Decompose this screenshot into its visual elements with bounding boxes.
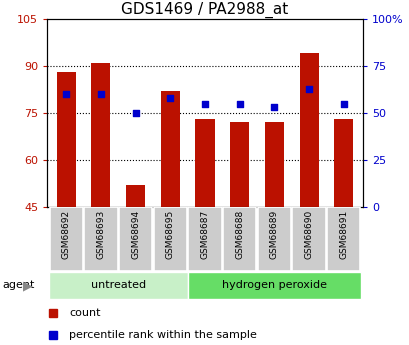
Point: [201, 101, 208, 106]
Bar: [119, 207, 152, 271]
Bar: [326, 207, 360, 271]
Point: [305, 86, 312, 91]
Text: agent: agent: [2, 280, 34, 290]
Point: [270, 105, 277, 110]
Point: [339, 101, 346, 106]
Bar: [160, 91, 180, 207]
Bar: [222, 207, 256, 271]
Title: GDS1469 / PA2988_at: GDS1469 / PA2988_at: [121, 1, 288, 18]
Text: GSM68687: GSM68687: [200, 209, 209, 259]
Bar: [299, 53, 318, 207]
Bar: [126, 185, 145, 207]
Text: GSM68691: GSM68691: [338, 209, 347, 259]
Text: GSM68689: GSM68689: [269, 209, 278, 259]
Point: [97, 91, 104, 97]
Text: GSM68688: GSM68688: [235, 209, 244, 259]
Bar: [84, 207, 117, 271]
Text: GSM68690: GSM68690: [304, 209, 313, 259]
Bar: [257, 207, 290, 271]
Bar: [264, 122, 283, 207]
Bar: [49, 272, 187, 299]
Point: [63, 91, 70, 97]
Bar: [188, 207, 221, 271]
Bar: [229, 122, 249, 207]
Point: [132, 110, 139, 116]
Text: count: count: [69, 308, 101, 318]
Bar: [195, 119, 214, 207]
Text: untreated: untreated: [90, 280, 146, 290]
Text: GSM68695: GSM68695: [165, 209, 174, 259]
Bar: [333, 119, 353, 207]
Bar: [91, 63, 110, 207]
Bar: [187, 272, 360, 299]
Bar: [56, 72, 76, 207]
Text: GSM68693: GSM68693: [96, 209, 105, 259]
Text: GSM68692: GSM68692: [62, 209, 71, 259]
Text: hydrogen peroxide: hydrogen peroxide: [221, 280, 326, 290]
Text: percentile rank within the sample: percentile rank within the sample: [69, 330, 256, 340]
Point: [166, 95, 173, 101]
Point: [236, 101, 243, 106]
Text: ▶: ▶: [23, 279, 33, 292]
Bar: [292, 207, 325, 271]
Bar: [49, 207, 83, 271]
Bar: [153, 207, 187, 271]
Text: GSM68694: GSM68694: [131, 209, 140, 259]
